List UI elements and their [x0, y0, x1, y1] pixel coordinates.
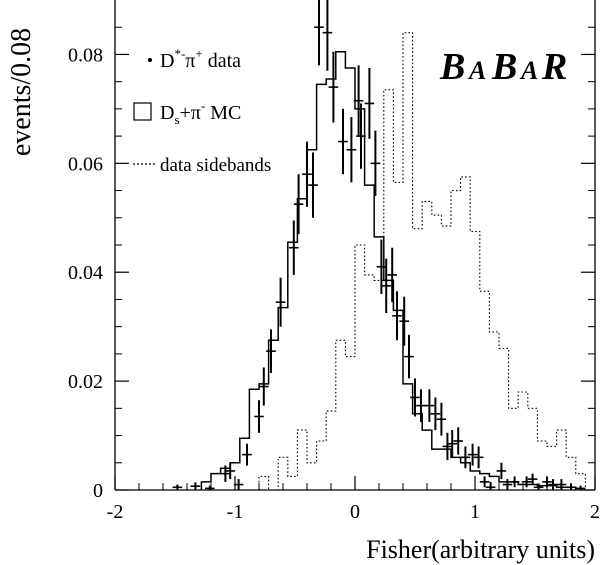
svg-text:A: A	[467, 56, 486, 85]
x-tick-label: -1	[227, 501, 244, 523]
y-tick-label: 0.02	[68, 371, 103, 393]
data-point	[479, 476, 490, 488]
y-tick-label: 0.08	[68, 44, 103, 66]
data-point	[322, 0, 333, 71]
data-points	[172, 0, 586, 490]
svg-text:B: B	[491, 46, 517, 88]
data-point	[485, 481, 496, 490]
data-point	[424, 389, 435, 422]
y-axis-label: events/0.08	[6, 28, 37, 156]
data-point	[453, 427, 463, 455]
data-point	[205, 485, 215, 490]
data-point	[275, 277, 286, 327]
data-point	[220, 465, 231, 482]
data-point	[502, 479, 513, 490]
data-point	[356, 103, 366, 169]
data-point	[190, 482, 201, 490]
data-point	[308, 152, 318, 218]
data-point	[509, 476, 520, 488]
svg-text:Ds+π- MC: Ds+π- MC	[160, 98, 241, 127]
data-point	[259, 367, 269, 406]
data-point	[473, 446, 484, 469]
mc-histogram	[200, 50, 577, 490]
data-point	[225, 462, 235, 480]
data-point	[533, 483, 544, 490]
data-point	[289, 220, 299, 275]
legend: D*-π+ data Ds+π- MC data sidebands	[133, 46, 271, 176]
legend-mc-base: D	[160, 102, 174, 124]
data-point	[404, 334, 414, 379]
data-point	[364, 68, 375, 139]
legend-data-mid: π	[185, 50, 195, 72]
svg-text:A: A	[519, 56, 538, 85]
x-tick-label: 0	[350, 501, 360, 523]
x-axis-label: Fisher(arbitrary units)	[366, 535, 595, 564]
legend-data-sup1: *-	[174, 46, 185, 61]
x-tick-label: -2	[107, 501, 124, 523]
legend-mc-sup: -	[201, 98, 205, 113]
mc-histogram-line	[200, 50, 577, 490]
data-point	[496, 462, 507, 480]
data-point	[314, 0, 324, 66]
data-point	[328, 51, 339, 123]
y-tick-label: 0	[93, 480, 103, 502]
data-point	[353, 65, 364, 137]
legend-mc-sub: s	[174, 112, 179, 127]
data-point	[527, 473, 538, 485]
data-point	[346, 117, 357, 183]
legend-data-marker	[148, 58, 152, 62]
legend-mc-entry: Ds+π- MC	[133, 98, 241, 127]
legend-mc-box	[133, 102, 152, 121]
svg-text:D*-π+ data: D*-π+ data	[160, 46, 241, 72]
y-tick-label: 0.06	[68, 153, 103, 175]
data-point	[392, 291, 402, 341]
data-point	[467, 443, 478, 466]
data-point	[302, 141, 312, 207]
legend-data-base: D	[160, 50, 174, 72]
sideband-histogram-line	[258, 32, 586, 491]
legend-data-entry: D*-π+ data	[148, 46, 241, 72]
data-point	[436, 402, 447, 436]
data-point	[521, 476, 532, 488]
x-tick-label: 1	[470, 501, 480, 523]
data-point	[556, 479, 567, 490]
sideband-histogram	[258, 32, 586, 491]
svg-text:B: B	[439, 46, 465, 88]
data-point	[376, 239, 387, 294]
legend-mc-tail: MC	[205, 102, 241, 124]
data-point	[370, 130, 381, 196]
x-tick-label: 2	[590, 501, 600, 523]
data-point	[575, 485, 586, 490]
data-point	[548, 479, 558, 490]
axis-ticks: 0 0.02 0.04 0.06 0.08 -2 -1 0 1 2	[68, 26, 600, 523]
data-point	[338, 108, 348, 175]
data-point	[447, 430, 457, 458]
legend-data-tail: data	[203, 50, 241, 72]
data-point	[293, 174, 304, 235]
y-tick-label: 0.04	[68, 262, 103, 284]
data-point	[266, 329, 276, 373]
data-point	[387, 247, 397, 303]
data-point	[172, 484, 183, 490]
data-point	[399, 296, 409, 346]
data-point	[242, 443, 252, 466]
svg-text:R: R	[541, 46, 567, 88]
data-point	[430, 397, 441, 431]
data-point	[381, 258, 391, 314]
data-point	[410, 378, 420, 417]
data-point	[254, 400, 264, 433]
legend-data-sup2: +	[195, 46, 202, 61]
data-point	[442, 432, 453, 461]
legend-sideband-label: data sidebands	[160, 155, 271, 176]
data-point	[460, 446, 471, 469]
legend-sideband-entry: data sidebands	[133, 155, 271, 176]
babar-logo: B A B A R	[439, 46, 567, 88]
data-point	[416, 389, 426, 422]
legend-mc-mid: +π	[180, 102, 201, 124]
